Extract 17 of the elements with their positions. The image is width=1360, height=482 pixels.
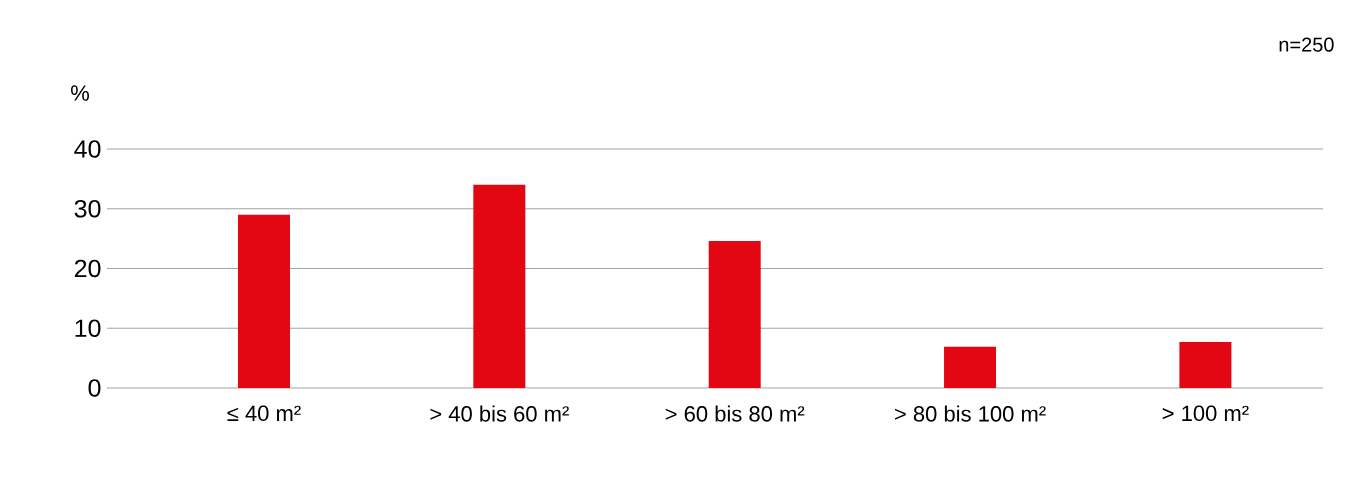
y-tick-label: 0 bbox=[88, 379, 101, 397]
bar bbox=[473, 184, 526, 388]
bar bbox=[944, 346, 997, 388]
x-tick-label: > 40 bis 60 m² bbox=[430, 405, 569, 422]
y-tick-label: 40 bbox=[74, 140, 101, 158]
y-tick-label: 10 bbox=[75, 319, 101, 338]
bar bbox=[1179, 341, 1232, 388]
x-tick-label: > 100 m² bbox=[1162, 405, 1249, 422]
y-tick-label: 30 bbox=[74, 199, 101, 218]
x-tick-label: > 60 bis 80 m² bbox=[665, 405, 805, 422]
bar bbox=[708, 241, 761, 388]
x-tick-label: > 80 bis 100 m² bbox=[895, 405, 1046, 422]
y-axis-title: % bbox=[71, 85, 89, 101]
x-tick-label: ≤ 40 m² bbox=[227, 405, 301, 422]
text: n=250 bbox=[1279, 37, 1334, 52]
y-tick-label: 20 bbox=[74, 259, 101, 278]
bar bbox=[237, 214, 290, 388]
